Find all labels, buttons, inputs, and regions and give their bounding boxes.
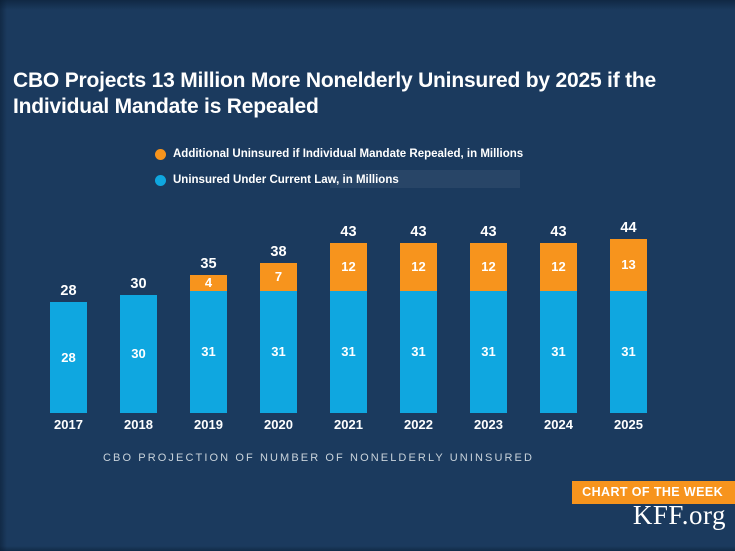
- segment-value-label: 28: [61, 350, 76, 366]
- legend-label: Additional Uninsured if Individual Manda…: [173, 148, 524, 160]
- bar-segment-current-law[interactable]: 31: [470, 290, 507, 413]
- bar-segment-current-law[interactable]: 28: [50, 302, 87, 413]
- segment-value-label: 12: [481, 259, 496, 275]
- legend-highlight-box: [330, 170, 520, 188]
- legend-item-additional-uninsured[interactable]: Additional Uninsured if Individual Manda…: [155, 146, 523, 162]
- x-axis-label: 2023: [474, 417, 503, 432]
- x-axis-title: CBO PROJECTION OF NUMBER OF NONELDERLY U…: [103, 452, 535, 464]
- segment-value-label: 31: [341, 344, 356, 360]
- x-axis-label: 2017: [54, 417, 83, 432]
- bar-segment-current-law[interactable]: 30: [120, 294, 157, 413]
- bar-total-label: 30: [130, 275, 147, 292]
- bar-segment-current-law[interactable]: 31: [190, 290, 227, 413]
- x-axis-label: 2025: [614, 417, 643, 432]
- kff-org-brand-link[interactable]: KFF.org: [632, 500, 726, 530]
- segment-value-label: 31: [621, 344, 636, 360]
- bar-segment-current-law[interactable]: 31: [260, 290, 297, 413]
- bar-segment-current-law[interactable]: 31: [330, 290, 367, 413]
- bar-total-label: 43: [550, 224, 567, 241]
- x-axis-label: 2020: [264, 417, 293, 432]
- segment-value-label: 12: [341, 259, 356, 275]
- legend-label: Uninsured Under Current Law, in Millions: [173, 174, 399, 186]
- bar-segment-additional-uninsured[interactable]: 4: [190, 274, 227, 291]
- x-axis-label: 2018: [124, 417, 153, 432]
- bar-segment-additional-uninsured[interactable]: 12: [330, 243, 367, 291]
- bar-segment-additional-uninsured[interactable]: 12: [400, 243, 437, 291]
- segment-value-label: 31: [481, 344, 496, 360]
- bar-segment-current-law[interactable]: 31: [610, 290, 647, 413]
- bar-total-label: 28: [60, 283, 77, 300]
- bar-segment-additional-uninsured[interactable]: 7: [260, 262, 297, 291]
- blue-legend-dot-icon: [155, 174, 166, 186]
- segment-value-label: 12: [551, 259, 566, 275]
- bar-total-label: 44: [620, 220, 637, 237]
- segment-value-label: 12: [411, 259, 426, 275]
- bar-segment-additional-uninsured[interactable]: 12: [470, 243, 507, 291]
- segment-value-label: 7: [274, 269, 283, 285]
- segment-value-label: 30: [131, 346, 146, 362]
- chart-of-the-week-badge: CHART OF THE WEEK: [572, 481, 735, 504]
- bar-total-label: 35: [200, 255, 217, 272]
- x-axis-label: 2019: [194, 417, 223, 432]
- chart-legend: Additional Uninsured if Individual Manda…: [155, 146, 523, 198]
- orange-legend-dot-icon: [155, 148, 166, 160]
- bar-segment-current-law[interactable]: 31: [540, 290, 577, 413]
- segment-value-label: 31: [411, 344, 426, 360]
- bar-segment-additional-uninsured[interactable]: 12: [540, 243, 577, 291]
- bar-segment-current-law[interactable]: 31: [400, 290, 437, 413]
- legend-item-current-law[interactable]: Uninsured Under Current Law, in Millions: [155, 172, 523, 188]
- segment-value-label: 13: [621, 257, 636, 273]
- x-axis-label: 2022: [404, 417, 433, 432]
- bar-total-label: 38: [270, 243, 287, 260]
- x-axis-label: 2024: [544, 417, 573, 432]
- bar-total-label: 43: [480, 224, 497, 241]
- segment-value-label: 4: [204, 275, 213, 291]
- bar-total-label: 43: [410, 224, 427, 241]
- segment-value-label: 31: [551, 344, 566, 360]
- page-title: CBO Projects 13 Million More Nonelderly …: [13, 69, 657, 119]
- x-axis-label: 2021: [334, 417, 363, 432]
- bar-segment-additional-uninsured[interactable]: 13: [610, 239, 647, 291]
- segment-value-label: 31: [271, 344, 286, 360]
- segment-value-label: 31: [201, 344, 216, 360]
- bar-total-label: 43: [340, 224, 357, 241]
